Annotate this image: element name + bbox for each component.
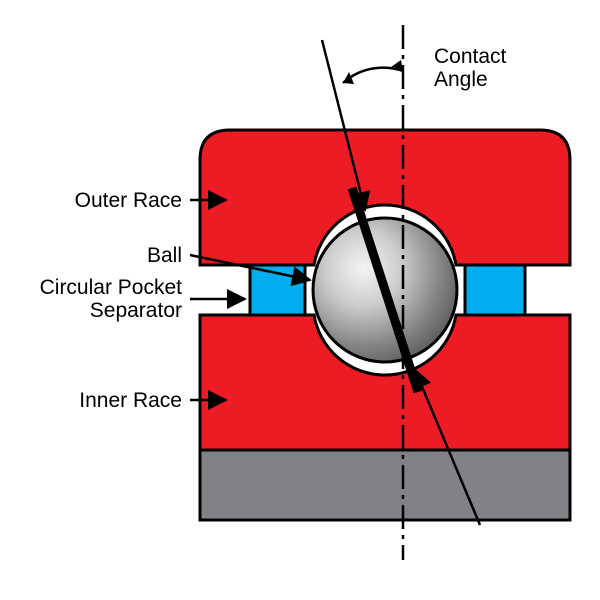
label-outer-race: Outer Race (0, 189, 182, 212)
base-block (200, 450, 570, 520)
label-contact-angle: Contact Angle (434, 45, 506, 91)
circular-pocket-text-1: Circular Pocket (40, 276, 182, 299)
ball-text: Ball (147, 244, 182, 267)
circular-pocket-text-2: Separator (90, 299, 182, 322)
contact-angle-text-2: Angle (434, 68, 488, 91)
contact-angle-text-1: Contact (434, 45, 506, 68)
separator-right (465, 265, 525, 315)
label-inner-race: Inner Race (0, 389, 182, 412)
label-ball: Ball (0, 244, 182, 267)
label-circular-pocket: Circular Pocket Separator (0, 276, 182, 322)
inner-race-text: Inner Race (79, 389, 182, 412)
outer-race-text: Outer Race (75, 189, 182, 212)
